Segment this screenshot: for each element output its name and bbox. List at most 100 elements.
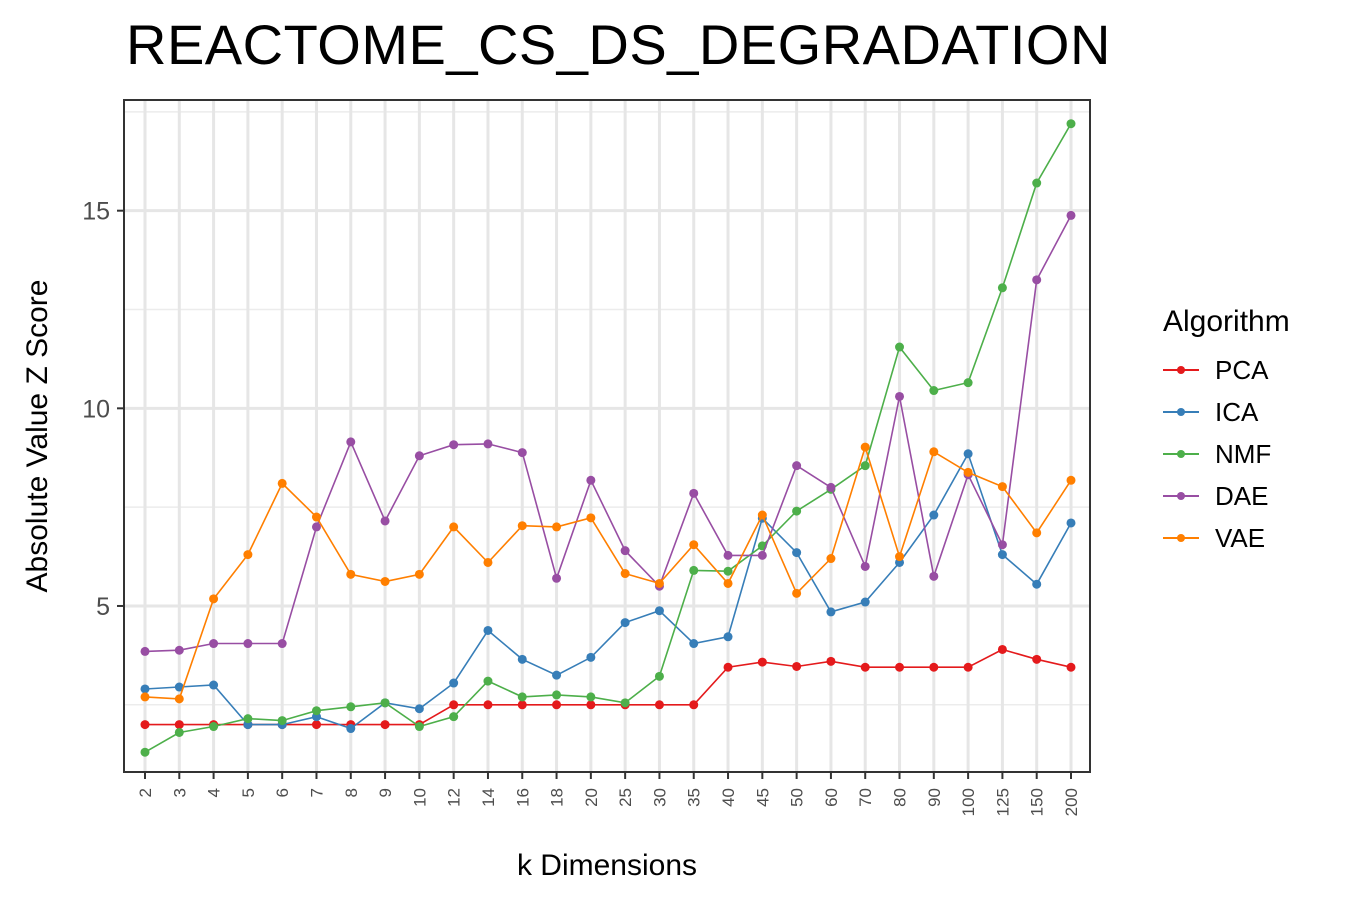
legend-key <box>1163 360 1199 380</box>
data-point <box>586 700 596 710</box>
data-point <box>414 451 424 461</box>
data-point <box>826 554 836 564</box>
data-point <box>895 552 905 562</box>
series-line-ica <box>144 451 1072 730</box>
data-point <box>1066 662 1076 672</box>
data-point <box>586 475 596 485</box>
grid-lines <box>124 100 1090 772</box>
x-tick-label: 5 <box>239 788 258 797</box>
data-point <box>895 342 905 352</box>
data-point <box>1066 210 1076 220</box>
legend-item-dae: DAE <box>1163 475 1290 517</box>
data-point <box>311 522 321 532</box>
x-tick-label: 9 <box>376 788 395 797</box>
x-tick-label: 35 <box>685 788 704 807</box>
data-point <box>792 588 802 598</box>
legend-item-ica: ICA <box>1163 391 1290 433</box>
data-point <box>723 550 733 560</box>
data-point <box>586 652 596 662</box>
data-point <box>311 706 321 716</box>
data-point <box>277 716 287 726</box>
data-point <box>311 512 321 522</box>
x-tick-label: 200 <box>1062 788 1081 816</box>
legend-key <box>1163 402 1199 422</box>
data-point <box>174 694 184 704</box>
data-point <box>860 662 870 672</box>
data-point <box>346 724 356 734</box>
legend-label: DAE <box>1215 480 1269 511</box>
data-point <box>997 482 1007 492</box>
data-point <box>483 676 493 686</box>
series-nmf <box>140 119 1076 757</box>
plot-panel-border <box>123 99 1091 773</box>
data-point <box>1032 275 1042 285</box>
data-point <box>311 720 321 730</box>
legend-label: ICA <box>1215 396 1259 427</box>
data-point <box>586 692 596 702</box>
data-point <box>209 594 219 604</box>
series-line-dae <box>144 215 1072 653</box>
data-point <box>277 639 287 649</box>
data-point <box>826 607 836 617</box>
series-vae <box>140 442 1076 704</box>
data-point <box>517 692 527 702</box>
legend-key <box>1163 444 1199 464</box>
data-point <box>140 720 150 730</box>
data-point <box>620 698 630 708</box>
legend: Algorithm PCA ICA NMF DAE VAE <box>1163 305 1290 559</box>
x-tick-label: 2 <box>136 788 155 797</box>
data-point <box>552 700 562 710</box>
x-tick-label: 50 <box>788 788 807 807</box>
data-point <box>586 513 596 523</box>
data-point <box>414 569 424 579</box>
data-point <box>723 632 733 642</box>
data-point <box>346 702 356 712</box>
data-point <box>380 516 390 526</box>
data-point <box>449 712 459 722</box>
data-point <box>380 576 390 586</box>
data-point <box>689 700 699 710</box>
data-point <box>1032 654 1042 664</box>
legend-title: Algorithm <box>1163 305 1290 338</box>
data-point <box>723 578 733 588</box>
data-point <box>860 461 870 471</box>
data-point <box>963 467 973 477</box>
x-tick-label: 90 <box>925 788 944 807</box>
legend-item-nmf: NMF <box>1163 433 1290 475</box>
data-point <box>895 391 905 401</box>
data-point <box>860 561 870 571</box>
data-point <box>997 644 1007 654</box>
data-point <box>1066 475 1076 485</box>
data-point <box>792 506 802 516</box>
data-point <box>654 606 664 616</box>
data-point <box>620 618 630 628</box>
data-point <box>209 722 219 732</box>
series-layer <box>140 119 1076 757</box>
data-point <box>929 447 939 457</box>
legend-item-vae: VAE <box>1163 517 1290 559</box>
x-tick-label: 100 <box>959 788 978 816</box>
series-line-nmf <box>144 123 1072 753</box>
data-point <box>414 704 424 714</box>
y-axis-label: Absolute Value Z Score <box>21 280 54 593</box>
data-point <box>449 678 459 688</box>
data-point <box>449 522 459 532</box>
data-point <box>757 550 767 560</box>
data-point <box>243 714 253 724</box>
data-point <box>552 690 562 700</box>
data-point <box>654 578 664 588</box>
legend-label: PCA <box>1215 354 1269 385</box>
data-point <box>140 747 150 757</box>
legend-item-pca: PCA <box>1163 349 1290 391</box>
series-dae <box>140 210 1076 656</box>
data-point <box>792 548 802 558</box>
data-point <box>552 670 562 680</box>
data-point <box>346 437 356 447</box>
series-line-pca <box>145 648 1072 726</box>
data-point <box>689 488 699 498</box>
x-tick-label: 14 <box>479 788 498 807</box>
data-point <box>997 550 1007 560</box>
x-tick-label: 80 <box>891 788 910 807</box>
data-point <box>277 478 287 488</box>
data-point <box>140 684 150 694</box>
